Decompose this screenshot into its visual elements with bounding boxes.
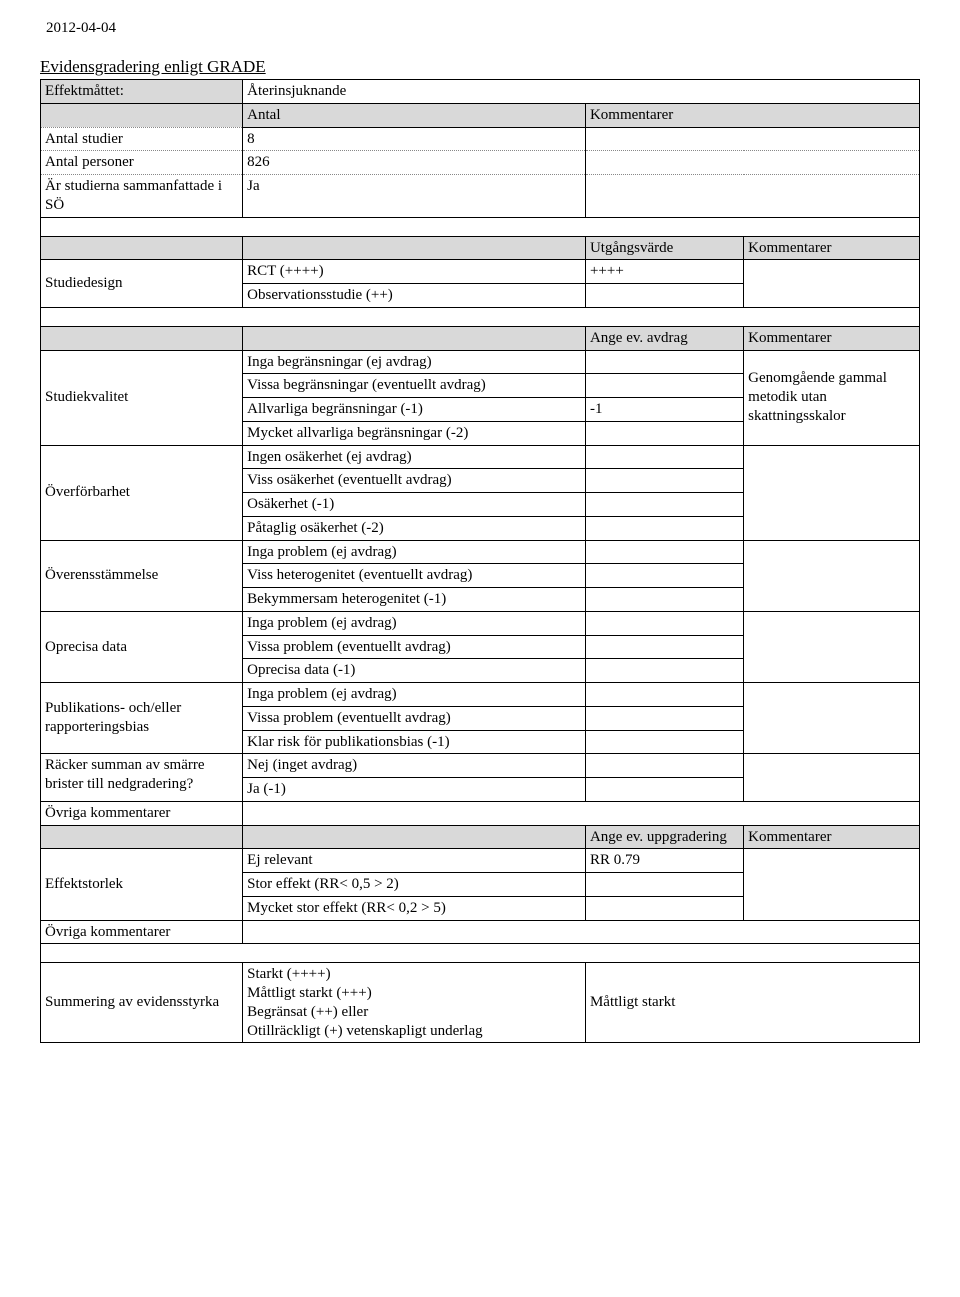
ovriga-kommentarer-label: Övriga kommentarer bbox=[41, 920, 243, 944]
racker-label: Räcker summan av smärre brister till ned… bbox=[41, 754, 243, 802]
effektmattet-label: Effektmåttet: bbox=[41, 80, 243, 104]
cell: Oprecisa data (-1) bbox=[243, 659, 586, 683]
row-value: 826 bbox=[243, 151, 586, 175]
cell: Inga problem (ej avdrag) bbox=[243, 683, 586, 707]
effektmattet-row: Effektmåttet: Återinsjuknande bbox=[41, 80, 920, 104]
cell: Inga problem (ej avdrag) bbox=[243, 540, 586, 564]
cell: Inga problem (ej avdrag) bbox=[243, 611, 586, 635]
cell: Ingen osäkerhet (ej avdrag) bbox=[243, 445, 586, 469]
row-value: 8 bbox=[243, 127, 586, 151]
page-title: Evidensgradering enligt GRADE bbox=[40, 57, 920, 77]
antal-header-row: Antal Kommentarer bbox=[41, 103, 920, 127]
cell: Vissa begränsningar (eventuellt avdrag) bbox=[243, 374, 586, 398]
antal-personer-row: Antal personer 826 bbox=[41, 151, 920, 175]
ar-studierna-row: Är studierna sammanfattade i SÖ Ja bbox=[41, 175, 920, 218]
avdrag-header: Ange ev. avdrag Kommentarer bbox=[41, 326, 920, 350]
cell: Viss osäkerhet (eventuellt avdrag) bbox=[243, 469, 586, 493]
cell: Mycket stor effekt (RR< 0,2 > 5) bbox=[243, 896, 586, 920]
summering-result: Måttligt starkt bbox=[585, 963, 919, 1043]
summering-row: Summering av evidensstyrka Starkt (++++)… bbox=[41, 963, 920, 1043]
studiekvalitet-label: Studiekvalitet bbox=[41, 350, 243, 445]
ange-uppgradering-header: Ange ev. uppgradering bbox=[585, 825, 743, 849]
cell: Viss heterogenitet (eventuellt avdrag) bbox=[243, 564, 586, 588]
cell: ++++ bbox=[585, 260, 743, 284]
uppgradering-header: Ange ev. uppgradering Kommentarer bbox=[41, 825, 920, 849]
overensstammelse-label: Överensstämmelse bbox=[41, 540, 243, 611]
cell: Ja (-1) bbox=[243, 778, 586, 802]
cell: Observationsstudie (++) bbox=[243, 284, 586, 308]
row-label: Antal studier bbox=[41, 127, 243, 151]
cell: RR 0.79 bbox=[585, 849, 743, 873]
utgangsvarde-header: Utgångsvärde bbox=[585, 236, 743, 260]
cell: Påtaglig osäkerhet (-2) bbox=[243, 516, 586, 540]
ovriga-kommentarer-row: Övriga kommentarer bbox=[41, 801, 920, 825]
ovriga-kommentarer-label: Övriga kommentarer bbox=[41, 801, 243, 825]
studiedesign-label: Studiedesign bbox=[41, 260, 243, 308]
summering-label: Summering av evidensstyrka bbox=[41, 963, 243, 1043]
publikationsbias-label: Publikations- och/eller rapporteringsbia… bbox=[41, 683, 243, 754]
studiedesign-rct: Studiedesign RCT (++++) ++++ bbox=[41, 260, 920, 284]
row-value: Ja bbox=[243, 175, 586, 218]
oprecisa-label: Oprecisa data bbox=[41, 611, 243, 682]
studiedesign-header: Utgångsvärde Kommentarer bbox=[41, 236, 920, 260]
cell: Stor effekt (RR< 0,5 > 2) bbox=[243, 873, 586, 897]
kommentarer-header: Kommentarer bbox=[585, 103, 919, 127]
cell: Allvarliga begränsningar (-1) bbox=[243, 398, 586, 422]
kommentarer-header: Kommentarer bbox=[744, 326, 920, 350]
summering-lines: Starkt (++++) Måttligt starkt (+++) Begr… bbox=[243, 963, 586, 1043]
cell: -1 bbox=[585, 398, 743, 422]
cell: Osäkerhet (-1) bbox=[243, 493, 586, 517]
cell: Klar risk för publikationsbias (-1) bbox=[243, 730, 586, 754]
ovriga-kommentarer-row-2: Övriga kommentarer bbox=[41, 920, 920, 944]
cell: Inga begränsningar (ej avdrag) bbox=[243, 350, 586, 374]
effektstorlek-label: Effektstorlek bbox=[41, 849, 243, 920]
grade-table: Effektmåttet: Återinsjuknande Antal Komm… bbox=[40, 79, 920, 1043]
antal-header: Antal bbox=[243, 103, 586, 127]
cell: Vissa problem (eventuellt avdrag) bbox=[243, 635, 586, 659]
overforbarhet-label: Överförbarhet bbox=[41, 445, 243, 540]
date-text: 2012-04-04 bbox=[46, 20, 920, 37]
row-label: Är studierna sammanfattade i SÖ bbox=[41, 175, 243, 218]
cell: Mycket allvarliga begränsningar (-2) bbox=[243, 421, 586, 445]
cell: Vissa problem (eventuellt avdrag) bbox=[243, 706, 586, 730]
ange-avdrag-header: Ange ev. avdrag bbox=[585, 326, 743, 350]
row-label: Antal personer bbox=[41, 151, 243, 175]
cell: RCT (++++) bbox=[243, 260, 586, 284]
cell: Nej (inget avdrag) bbox=[243, 754, 586, 778]
kommentarer-header: Kommentarer bbox=[744, 825, 920, 849]
effektmattet-value: Återinsjuknande bbox=[243, 80, 920, 104]
studiekvalitet-comment: Genomgående gammal metodik utan skattnin… bbox=[744, 350, 920, 445]
cell: Bekymmersam heterogenitet (-1) bbox=[243, 588, 586, 612]
cell: Ej relevant bbox=[243, 849, 586, 873]
kommentarer-header: Kommentarer bbox=[744, 236, 920, 260]
antal-studier-row: Antal studier 8 bbox=[41, 127, 920, 151]
